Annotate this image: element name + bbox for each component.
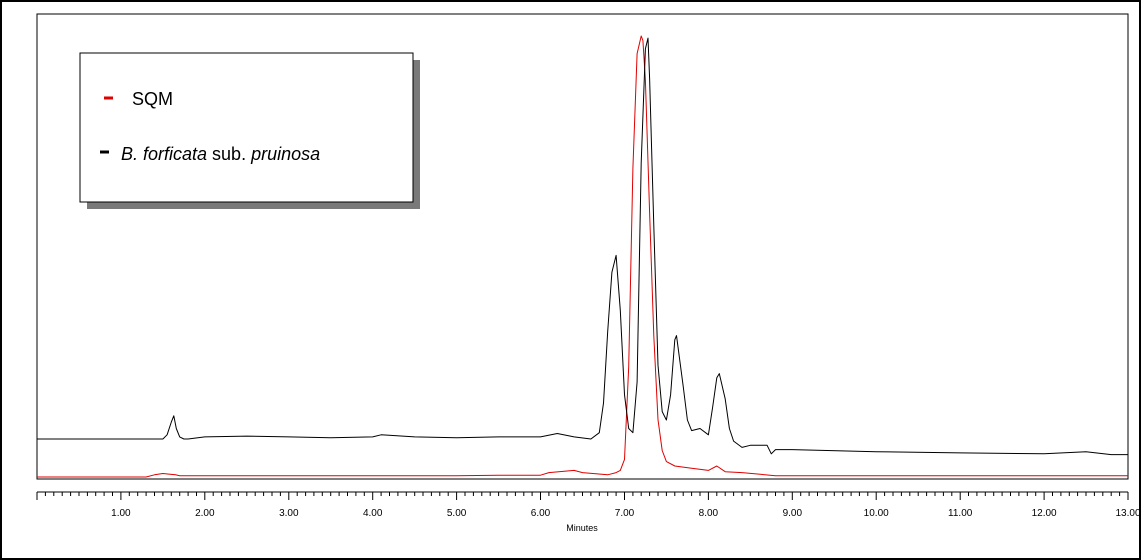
- x-tick-label: 3.00: [279, 508, 299, 519]
- legend-box: [79, 52, 414, 203]
- x-tick-label: 5.00: [447, 508, 467, 519]
- x-tick-label: 9.00: [783, 508, 803, 519]
- x-tick-label: 6.00: [531, 508, 551, 519]
- x-tick-label: 10.00: [864, 508, 889, 519]
- plot-area-frame: [36, 13, 1129, 480]
- x-tick-label: 8.00: [699, 508, 719, 519]
- x-tick-label: 4.00: [363, 508, 383, 519]
- series-line-b-forficata: [37, 37, 1128, 456]
- legend-label-b-forficata: B. forficata sub. pruinosa: [121, 144, 320, 164]
- x-tick-label: 7.00: [615, 508, 635, 519]
- x-axis-ticks: 1.00 2.00 3.00 4.00 5.00 6.00 7.00 8.00 9.00 10.0…: [36, 492, 1141, 519]
- series-lines: [37, 35, 1128, 478]
- x-axis-label: Minutes: [566, 523, 598, 533]
- legend-label-sqm: SQM: [132, 89, 173, 109]
- x-tick-label: 13.00: [1115, 508, 1140, 519]
- legend: SQM B. forficata sub. pruinosa: [79, 52, 420, 209]
- x-tick-label: 12.00: [1032, 508, 1057, 519]
- x-tick-label: 11.00: [948, 508, 973, 519]
- x-tick-label: 2.00: [195, 508, 215, 519]
- x-tick-label: 1.00: [111, 508, 131, 519]
- series-line-sqm: [37, 35, 1128, 478]
